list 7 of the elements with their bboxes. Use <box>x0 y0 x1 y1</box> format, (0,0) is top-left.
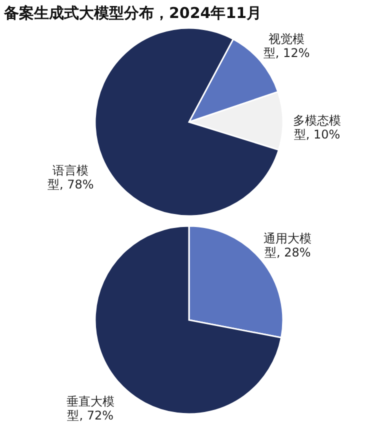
pie-slice <box>94 27 280 217</box>
chart-title: 备案生成式大模型分布，2024年11月 <box>3 4 262 22</box>
slice-label: 视觉模型, 12% <box>263 32 310 60</box>
slice-label: 语言模型, 78% <box>47 164 94 192</box>
slice-label: 多模态模型, 10% <box>292 113 341 142</box>
slice-label: 垂直大模型, 72% <box>66 394 114 423</box>
slice-label: 通用大模型, 28% <box>264 231 312 260</box>
